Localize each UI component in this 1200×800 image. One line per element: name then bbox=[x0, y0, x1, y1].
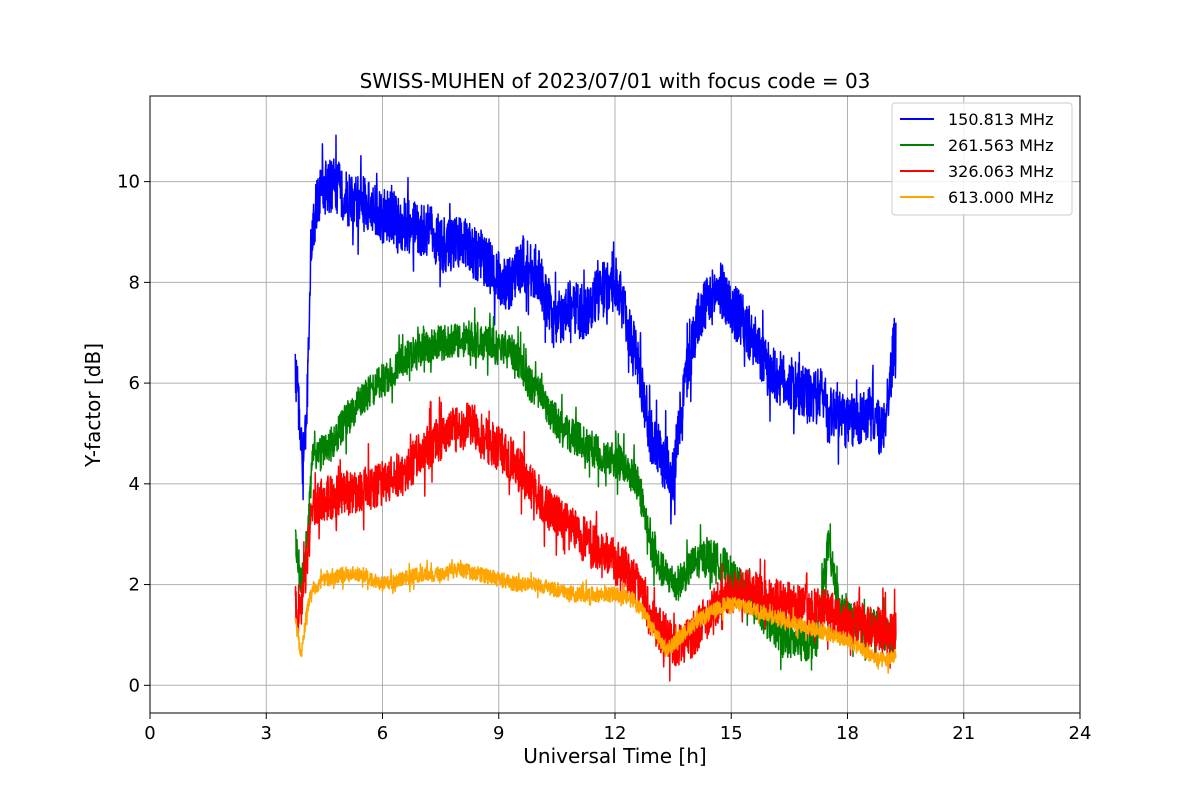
legend-entry: 261.563 MHz bbox=[948, 136, 1053, 155]
legend-entry: 150.813 MHz bbox=[948, 110, 1053, 129]
series-line-4 bbox=[294, 558, 897, 675]
x-tick-label: 15 bbox=[720, 723, 743, 744]
x-axis-label: Universal Time [h] bbox=[523, 744, 706, 768]
chart-title: SWISS-MUHEN of 2023/07/01 with focus cod… bbox=[360, 69, 871, 93]
legend-box bbox=[891, 102, 1073, 216]
y-tick-label: 6 bbox=[129, 373, 140, 394]
x-tick-label: 0 bbox=[144, 723, 155, 744]
x-tick-label: 24 bbox=[1069, 723, 1092, 744]
series-line-2 bbox=[294, 307, 897, 671]
y-tick-label: 4 bbox=[129, 474, 140, 495]
x-tick-label: 3 bbox=[261, 723, 272, 744]
legend-entry: 326.063 MHz bbox=[948, 162, 1053, 181]
series-line-1 bbox=[294, 134, 897, 525]
legend-entry: 613.000 MHz bbox=[948, 188, 1053, 207]
y-tick-label: 0 bbox=[129, 675, 140, 696]
x-tick-label: 12 bbox=[604, 723, 627, 744]
y-tick-label: 2 bbox=[129, 575, 140, 596]
series-line-3 bbox=[294, 396, 897, 682]
legend: 150.813 MHz 261.563 MHz 326.063 MHz 613.000… bbox=[891, 102, 1073, 216]
x-tick-label: 21 bbox=[952, 723, 975, 744]
y-tick-label: 10 bbox=[117, 172, 140, 193]
x-tick-label: 9 bbox=[493, 723, 504, 744]
series-layer bbox=[294, 134, 897, 682]
x-tick-label: 18 bbox=[836, 723, 859, 744]
y-axis-label: Y-factor [dB] bbox=[81, 343, 105, 468]
x-tick-label: 6 bbox=[377, 723, 388, 744]
y-axis: 0 2 4 6 8 10 bbox=[117, 172, 150, 696]
plot-area bbox=[294, 134, 897, 682]
y-tick-label: 8 bbox=[129, 272, 140, 293]
x-axis: 0 3 6 9 12 15 18 21 24 bbox=[144, 713, 1091, 744]
